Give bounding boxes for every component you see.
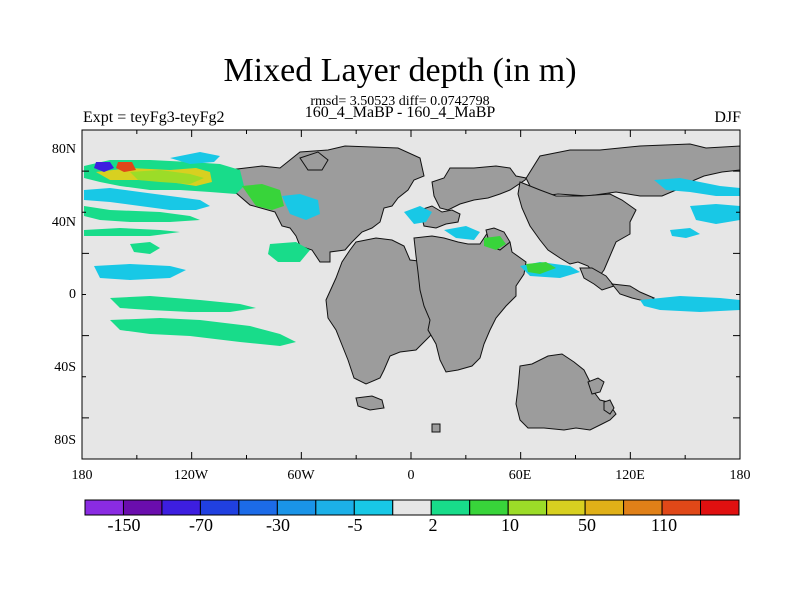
colorbar-box <box>238 499 278 516</box>
lon-label-120e: 120E <box>615 468 645 483</box>
colorbar-label-neg150: -150 <box>107 515 141 535</box>
plot-title: Mixed Layer depth (in m) <box>223 52 577 89</box>
colorbar-label-neg30: -30 <box>266 515 290 535</box>
anomaly-red-north-pacific <box>116 162 136 172</box>
colorbar-label-2: 2 <box>428 515 438 535</box>
anomaly-green-south-pacific-2 <box>110 318 296 346</box>
colorbar-box <box>199 499 240 516</box>
colorbar-box <box>507 499 548 516</box>
anomaly-green-subtropical-pacific <box>84 228 180 236</box>
land-madagascar <box>587 377 605 395</box>
anomaly-cyan-mediterranean <box>444 226 480 240</box>
anomaly-cyan-west-pacific-2 <box>670 228 700 238</box>
colorbar-label-110: 110 <box>650 515 678 535</box>
anomaly-green-patch-pacific <box>130 242 160 254</box>
colorbar-label-50: 50 <box>578 515 596 535</box>
anomaly-green-north-atlantic <box>242 184 284 210</box>
colorbar-box <box>546 499 586 516</box>
colorbar-box <box>161 499 201 516</box>
axis-ticks <box>81 129 741 460</box>
stats-line: rmsd= 3.50523 diff= 0.0742798 <box>310 94 490 109</box>
anomaly-lightgreen-north-pacific <box>130 170 204 184</box>
lon-label-180e: 180 <box>729 468 751 483</box>
colorbar-label-10: 10 <box>501 515 519 535</box>
anomaly-cyan-north-atlantic <box>282 194 320 220</box>
lon-label-0: 0 <box>407 468 415 483</box>
colorbar-label-neg70: -70 <box>189 515 213 535</box>
colorbar-box <box>353 499 394 516</box>
colorbar-box <box>623 499 663 516</box>
anomaly-green-south-pacific-1 <box>110 296 256 312</box>
lon-label-120w: 120W <box>173 468 209 483</box>
land-antarctic-peninsula <box>355 395 385 411</box>
anomaly-cyan-arctic-atlantic <box>404 206 432 224</box>
land-asia-india <box>517 181 637 279</box>
anomaly-green-indian-ocean <box>526 262 556 274</box>
colorbar-box <box>661 499 702 516</box>
lat-label-80n: 80N <box>51 142 76 157</box>
land-eurasia-north <box>431 143 741 211</box>
land-new-zealand <box>603 399 615 415</box>
land-southeast-asia <box>579 267 615 291</box>
land-small-island-s <box>431 423 441 433</box>
colorbar-label-neg5: -5 <box>347 515 363 535</box>
lat-label-40s: 40S <box>54 360 76 375</box>
colorbar-box <box>84 499 124 516</box>
subtitle: 160_4_MaBP - 160_4_MaBP <box>304 104 496 121</box>
lon-label-180w: 180 <box>71 468 93 483</box>
land-greenland-island <box>299 151 329 171</box>
anomaly-cyan-west-pacific-north <box>654 178 740 196</box>
lat-label-40n: 40N <box>51 215 76 230</box>
experiment-label: Expt = teyFg3-teyFg2 <box>83 109 225 126</box>
season-label: DJF <box>714 109 741 126</box>
colorbar-box <box>584 499 625 516</box>
anomaly-cyan-west-pacific-mid <box>690 204 740 224</box>
anomaly-green-middle-east <box>484 236 506 250</box>
colorbar-box <box>469 499 509 516</box>
land-masses <box>227 143 741 433</box>
colorbar-box <box>276 499 317 516</box>
anomaly-green-north-pacific-2 <box>84 206 200 222</box>
anomaly-cyan-north-pacific-1 <box>84 188 210 210</box>
anomaly-cyan-west-pacific-south <box>640 296 740 312</box>
colorbar <box>84 499 740 516</box>
anomaly-blue-north-pacific <box>94 162 114 172</box>
colorbar-box <box>700 499 740 516</box>
lon-label-60e: 60E <box>508 468 532 483</box>
anomaly-contours <box>84 152 740 346</box>
colorbar-box <box>315 499 355 516</box>
lat-label-80s: 80S <box>54 433 76 448</box>
lon-label-60w: 60W <box>287 468 315 483</box>
anomaly-green-east-pacific <box>268 242 310 262</box>
land-australia <box>515 353 617 431</box>
land-africa <box>413 231 527 373</box>
colorbar-box <box>392 499 432 516</box>
anomaly-cyan-arctic-1 <box>170 152 220 164</box>
lat-label-eq: 0 <box>69 287 76 302</box>
colorbar-box <box>122 499 163 516</box>
anomaly-cyan-equatorial-pacific <box>94 264 186 280</box>
colorbar-box <box>430 499 471 516</box>
